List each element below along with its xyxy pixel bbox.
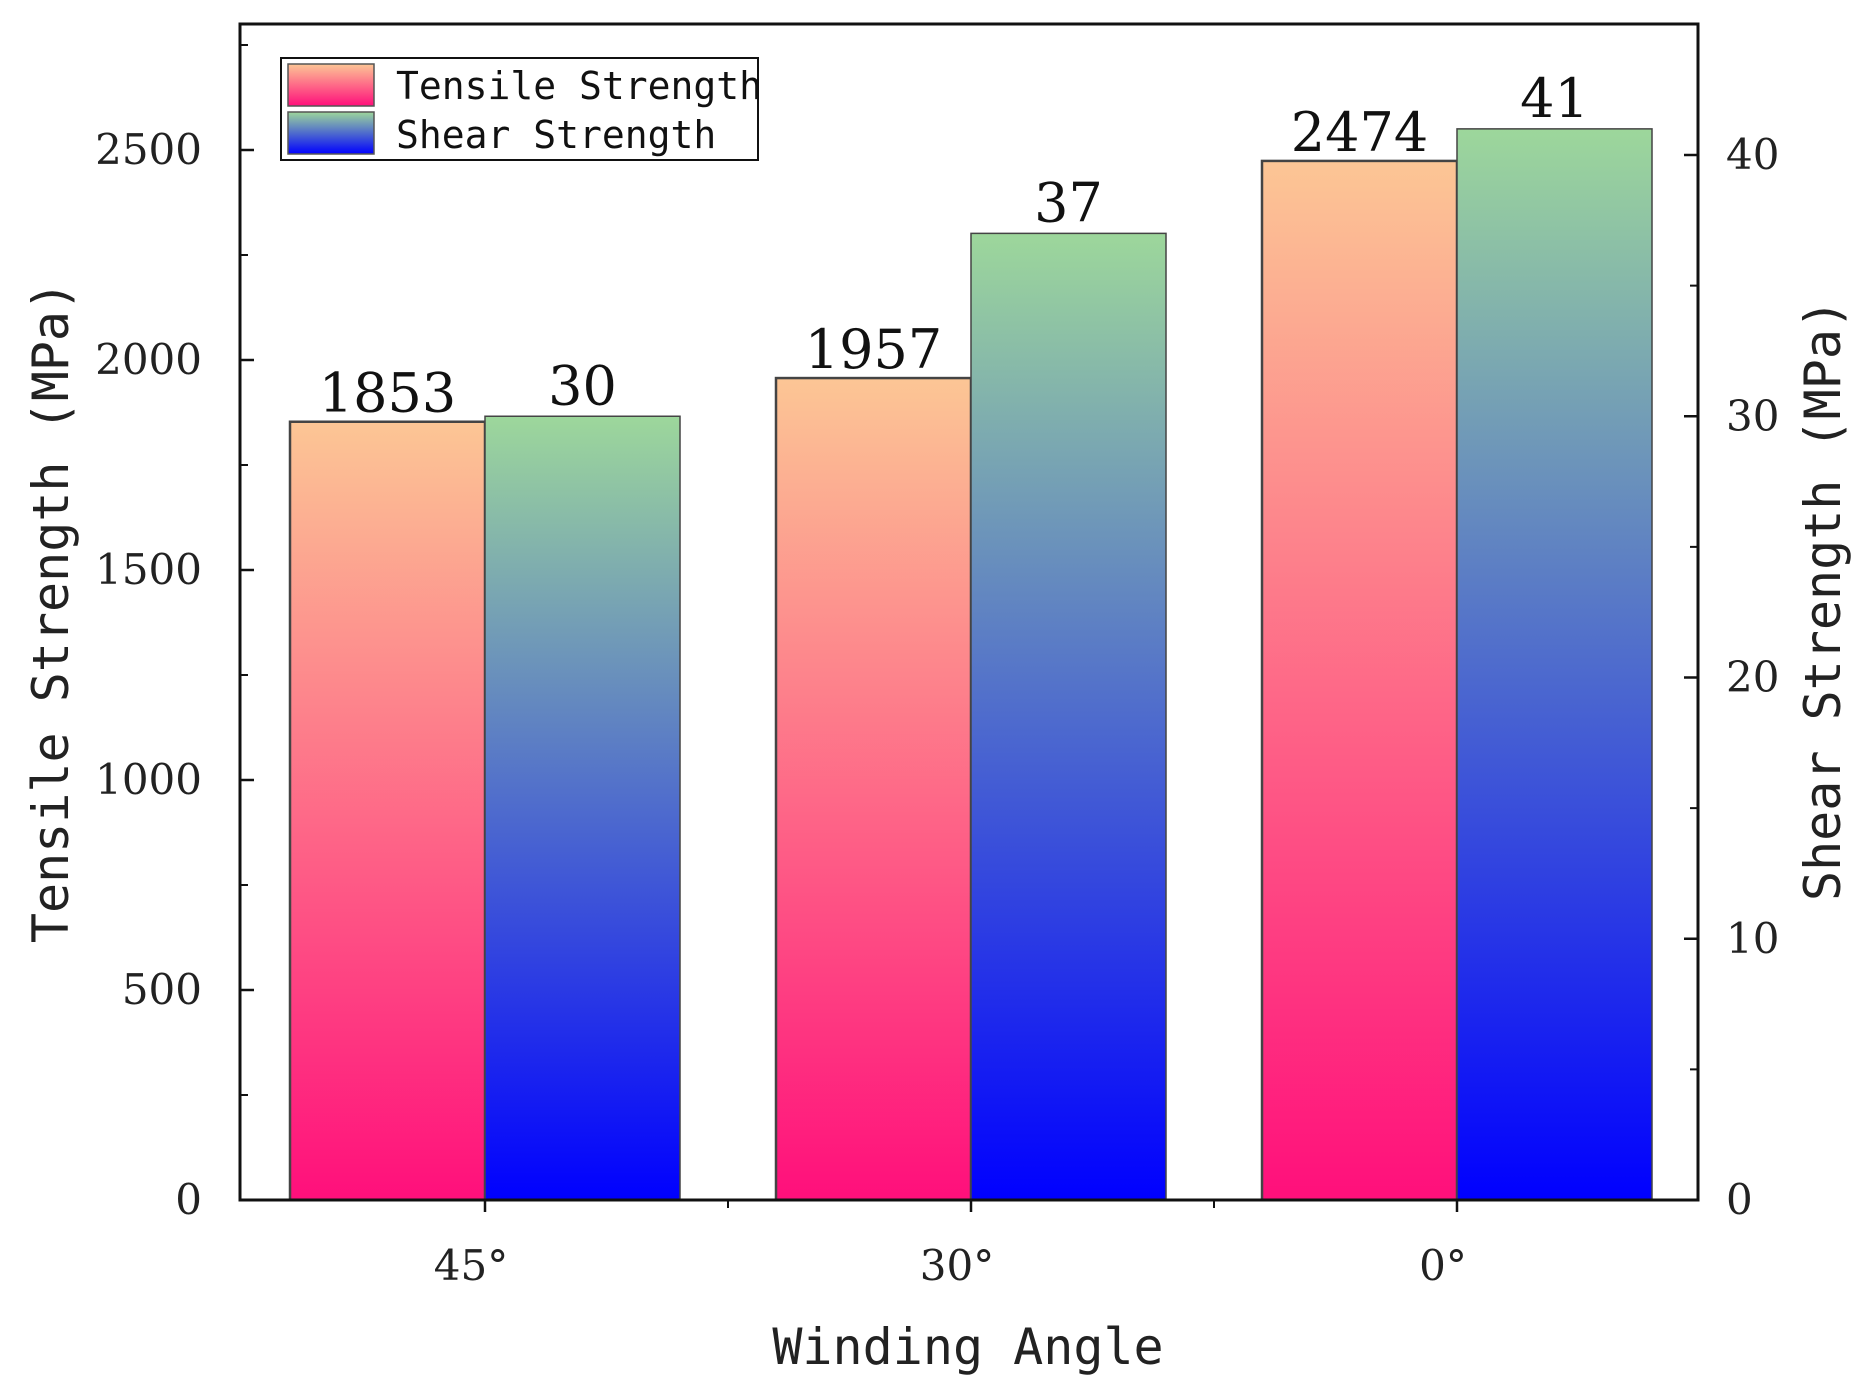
left-tick-label: 0 [175, 1175, 202, 1224]
legend: Tensile Strength Shear Strength [280, 57, 762, 161]
bar-label-shear-1: 37 [1034, 171, 1103, 234]
plot-frame [238, 22, 1700, 1202]
x-tick-label: 30° [920, 1241, 994, 1290]
bar-label-shear-2: 41 [1520, 67, 1589, 130]
bar-label-shear-0: 30 [548, 354, 617, 417]
right-tick-label: 0 [1726, 1175, 1753, 1224]
left-axis: 0 500 1000 1500 2000 2500 [95, 44, 254, 1224]
legend-label-shear: Shear Strength [396, 113, 716, 157]
right-axis: 0 10 20 30 40 [1684, 23, 1779, 1224]
bar-label-tensile-2: 2474 [1291, 101, 1428, 164]
right-tick-label: 30 [1726, 391, 1779, 440]
left-tick-label: 500 [122, 965, 202, 1014]
x-axis: 45° 30° 0° [434, 1200, 1467, 1290]
legend-label-tensile: Tensile Strength [396, 64, 762, 108]
bar-tensile-0 [288, 420, 487, 1202]
left-tick-label: 2500 [95, 125, 202, 174]
left-tick-label: 1500 [95, 545, 202, 594]
bar-tensile-1 [774, 376, 973, 1202]
x-tick-label: 45° [434, 1241, 508, 1290]
left-axis-title: Tensile Strength (MPa) [22, 281, 80, 943]
left-tick-label: 2000 [95, 335, 202, 384]
right-axis-title: Shear Strength (MPa) [1794, 299, 1852, 901]
left-tick-label: 1000 [95, 755, 202, 804]
bar-shear-1 [970, 232, 1167, 1201]
bar-label-tensile-1: 1957 [805, 318, 942, 381]
legend-swatch-shear [287, 111, 375, 155]
bars-group [288, 128, 1653, 1202]
legend-swatch-tensile [287, 63, 375, 107]
x-axis-title: Winding Angle [772, 1318, 1163, 1376]
right-tick-label: 10 [1726, 914, 1779, 963]
bar-label-tensile-0: 1853 [319, 362, 456, 425]
x-tick-label: 0° [1419, 1241, 1467, 1290]
bar-shear-2 [1456, 128, 1653, 1201]
bar-labels-group: 1853 30 1957 37 2474 41 [319, 67, 1589, 425]
bar-tensile-2 [1260, 159, 1459, 1202]
right-tick-label: 40 [1726, 130, 1779, 179]
bar-shear-0 [484, 415, 681, 1201]
right-tick-label: 20 [1726, 653, 1779, 702]
